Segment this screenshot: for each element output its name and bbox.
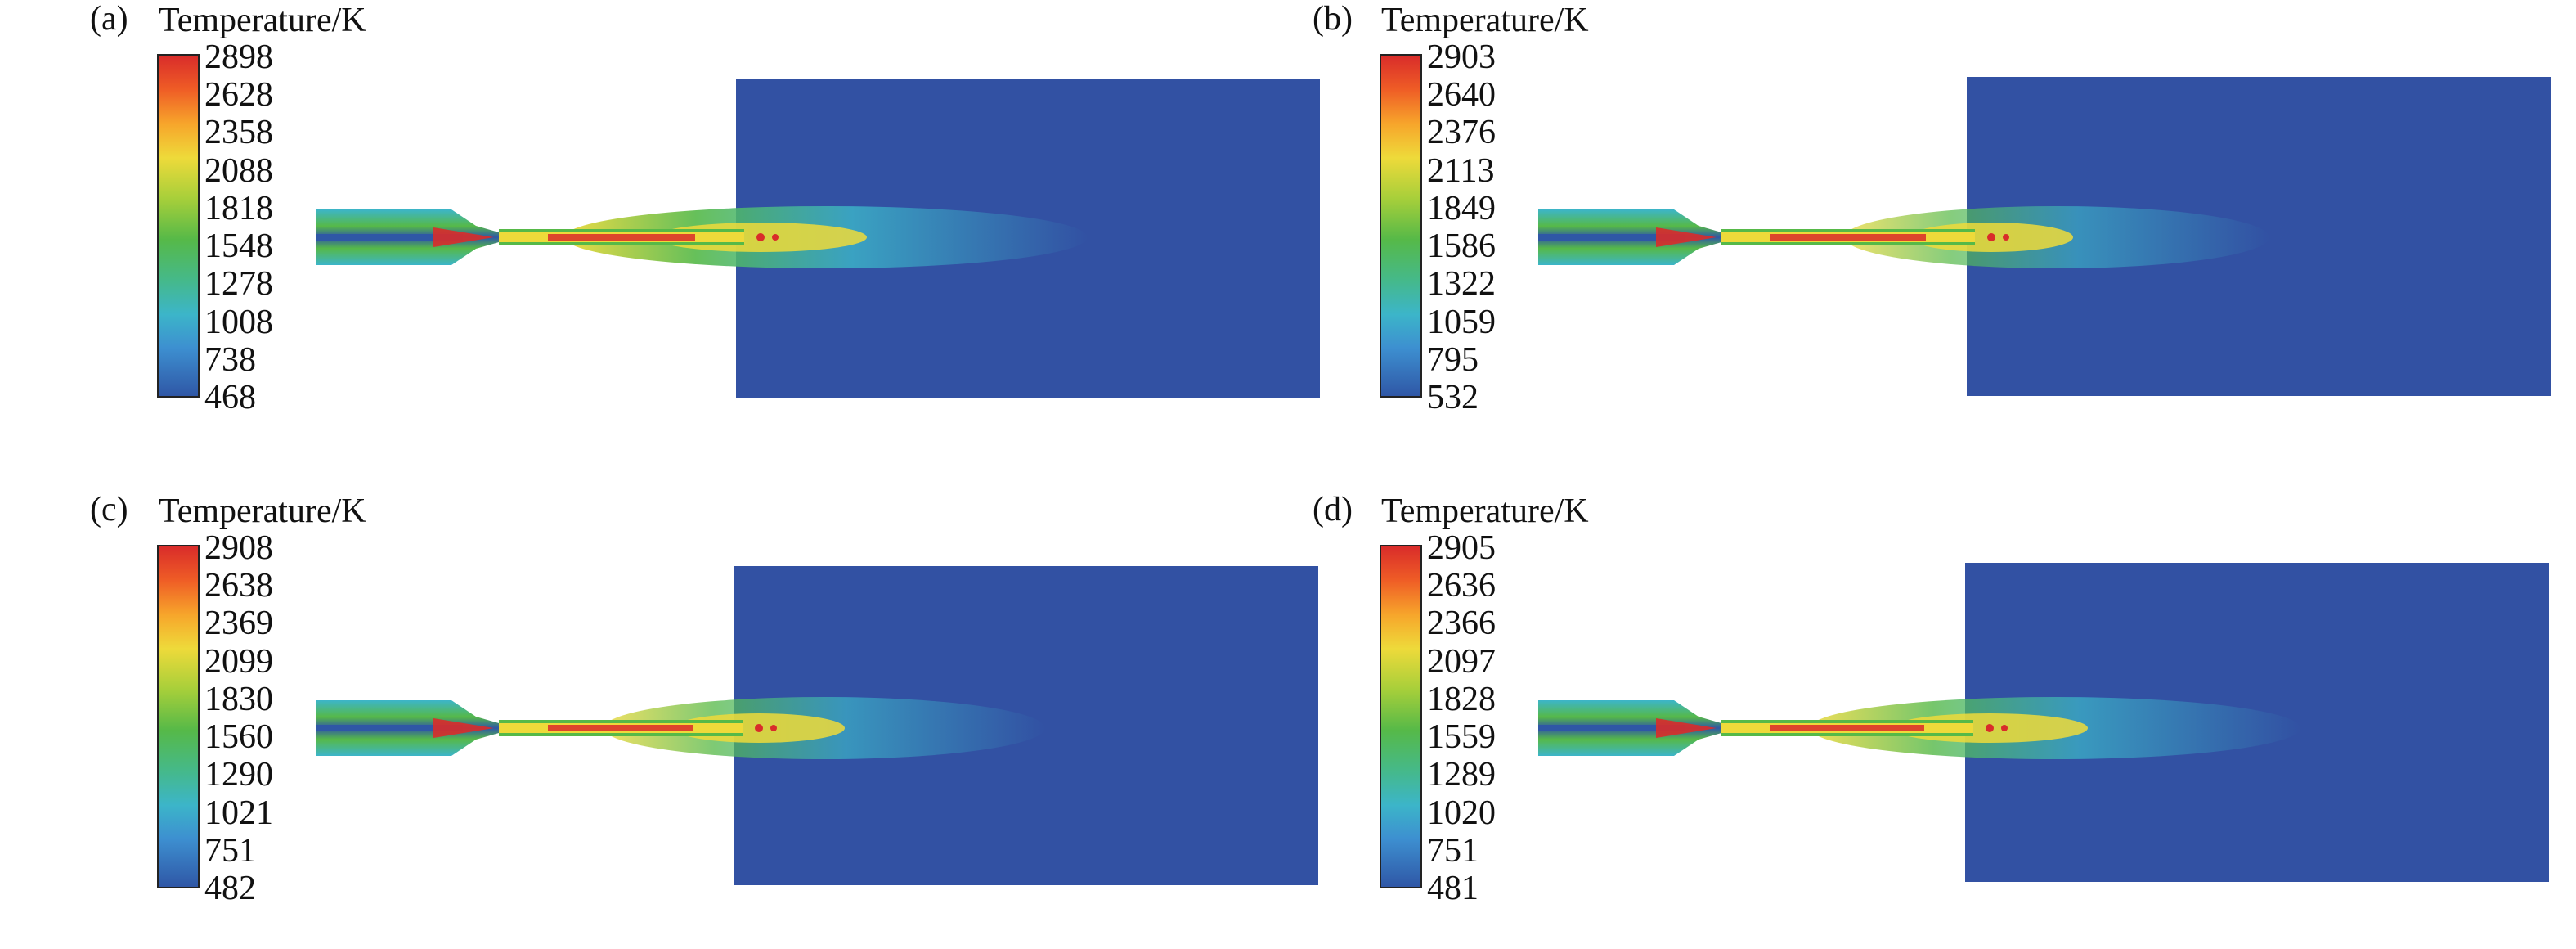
hot-spot — [770, 725, 777, 731]
colorbar-tick: 468 — [204, 379, 256, 416]
colorbar-tick: 2638 — [204, 567, 273, 605]
colorbar-tick: 2369 — [204, 605, 273, 643]
temperature-colorbar — [1380, 545, 1422, 888]
injector-flame — [433, 718, 494, 738]
colorbar-tick: 1560 — [204, 718, 273, 757]
hot-spot — [1987, 233, 1995, 241]
colorbar-tick: 1586 — [1427, 227, 1496, 266]
hot-spot — [755, 724, 763, 732]
colorbar-tick: 2088 — [204, 151, 273, 190]
colorbar-title: Temperature/K — [159, 2, 366, 39]
colorbar-tick: 1830 — [204, 680, 273, 718]
hot-spot — [772, 234, 779, 241]
temperature-colorbar — [157, 54, 200, 398]
colorbar-tick: 481 — [1427, 870, 1479, 907]
tube-hot-core — [548, 234, 695, 241]
contour-panel-d: (d) Temperature/K 2905 2636 2366 2097 18… — [1313, 491, 2576, 949]
colorbar-tick: 1548 — [204, 227, 273, 266]
colorbar-title: Temperature/K — [159, 492, 366, 530]
contour-panel-b: (b) Temperature/K 2903 2640 2376 2113 18… — [1313, 0, 2576, 458]
temperature-colorbar — [1380, 54, 1422, 398]
panel-label: (b) — [1313, 0, 1353, 38]
colorbar-tick: 482 — [204, 870, 256, 907]
tube-hot-core — [1770, 234, 1926, 241]
colorbar-tick: 1290 — [204, 756, 273, 794]
colorbar-tick: 1828 — [1427, 680, 1496, 718]
injector-core — [1538, 725, 1685, 731]
injector-flame — [1656, 718, 1717, 738]
colorbar-tick: 2903 — [1427, 38, 1496, 76]
colorbar-tick: 2636 — [1427, 567, 1496, 605]
colorbar-tick: 2113 — [1427, 151, 1495, 190]
hot-spot — [756, 233, 765, 241]
colorbar-tick: 1278 — [204, 265, 273, 304]
temperature-contour-field — [316, 79, 1320, 398]
colorbar-tick: 1020 — [1427, 794, 1496, 832]
colorbar-tick: 1559 — [1427, 718, 1496, 757]
colorbar-tick: 738 — [204, 340, 256, 379]
colorbar-tick: 2898 — [204, 38, 273, 76]
colorbar-tick: 2628 — [204, 76, 273, 115]
colorbar-tick: 2366 — [1427, 605, 1496, 643]
colorbar-tick: 751 — [1427, 831, 1479, 870]
colorbar-tick: 532 — [1427, 379, 1479, 416]
contour-panel-a: (a) Temperature/K 2898 2628 2358 2088 18… — [90, 0, 1366, 458]
colorbar-tick: 2908 — [204, 529, 273, 567]
colorbar-tick: 2376 — [1427, 114, 1496, 152]
injector-core — [316, 234, 463, 241]
tube-hot-core — [548, 725, 693, 731]
injector-core — [316, 725, 463, 731]
injector-flame — [1656, 227, 1717, 247]
panel-label: (a) — [90, 0, 128, 38]
colorbar-tick: 1322 — [1427, 265, 1496, 304]
colorbar-tick: 2097 — [1427, 642, 1496, 681]
colorbar-title: Temperature/K — [1381, 492, 1589, 530]
injector-flame — [433, 227, 494, 247]
colorbar-tick: 1818 — [204, 189, 273, 227]
hot-spot — [2003, 234, 2009, 241]
colorbar-tick: 2358 — [204, 114, 273, 152]
colorbar-tick: 2099 — [204, 642, 273, 681]
temperature-contour-field — [316, 566, 1318, 885]
colorbar-tick: 2640 — [1427, 76, 1496, 115]
colorbar-tick: 751 — [204, 831, 256, 870]
colorbar-tick: 1059 — [1427, 303, 1496, 341]
hot-spot — [1986, 724, 1994, 732]
temperature-contour-field — [1538, 563, 2549, 882]
colorbar-tick: 1021 — [204, 794, 273, 832]
colorbar-tick: 795 — [1427, 340, 1479, 379]
colorbar-tick: 1849 — [1427, 189, 1496, 227]
temperature-colorbar — [157, 545, 200, 888]
colorbar-tick: 2905 — [1427, 529, 1496, 567]
contour-panel-c: (c) Temperature/K 2908 2638 2369 2099 18… — [90, 491, 1366, 949]
colorbar-tick: 1008 — [204, 303, 273, 341]
tube-hot-core — [1770, 725, 1924, 731]
panel-label: (c) — [90, 491, 128, 528]
temperature-contour-field — [1538, 77, 2551, 396]
panel-label: (d) — [1313, 491, 1353, 528]
colorbar-title: Temperature/K — [1381, 2, 1589, 39]
colorbar-tick: 1289 — [1427, 756, 1496, 794]
injector-core — [1538, 234, 1685, 241]
hot-spot — [2001, 725, 2008, 731]
